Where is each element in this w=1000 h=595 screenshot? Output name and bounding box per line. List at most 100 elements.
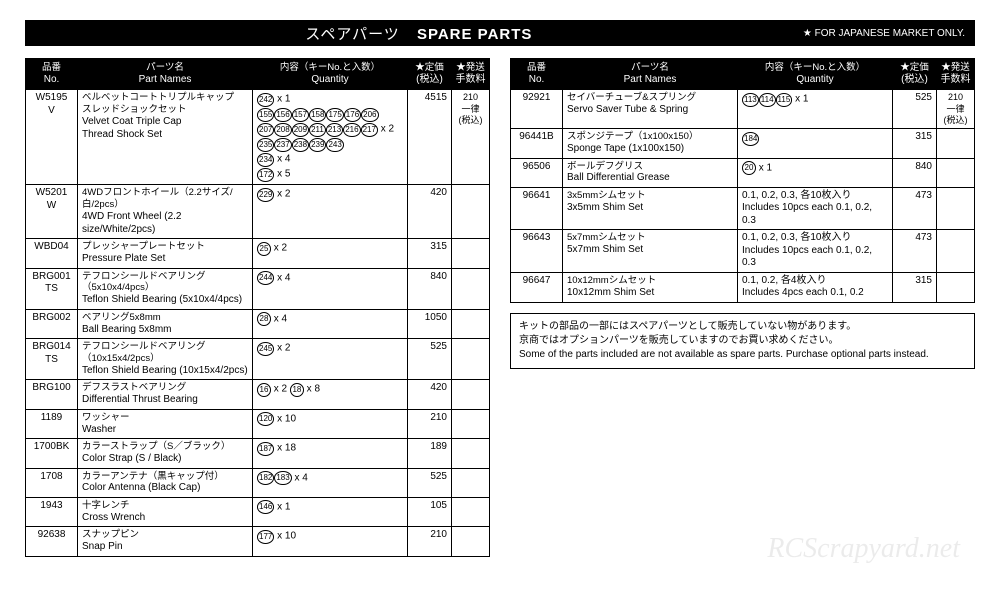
cell-name: テフロンシールドベアリング（5x10x4/4pcs）Teflon Shield … [78, 268, 253, 309]
cell-name: 3x5mmシムセット3x5mm Shim Set [563, 187, 738, 230]
cell-ship [452, 380, 490, 409]
table-row: W5201W4WDフロントホイール（2.2サイズ/白/2pcs）4WD Fron… [26, 185, 490, 239]
header-note: ★ FOR JAPANESE MARKET ONLY. [803, 28, 965, 39]
table-row: 96506ボールデフグリスBall Differential Grease20 … [511, 158, 975, 187]
cell-qty: 120 x 10 [253, 409, 408, 438]
cell-price: 473 [893, 187, 937, 230]
cell-ship: 210一律(税込) [452, 90, 490, 185]
note-jp1: キットの部品の一部にはスペアパーツとして販売していない物があります。 [519, 320, 966, 334]
cell-ship [937, 230, 975, 273]
col-ship: ★発送手数料 [937, 59, 975, 90]
col-ship: ★発送手数料 [452, 59, 490, 90]
cell-ship [452, 339, 490, 380]
cell-qty: 25 x 2 [253, 239, 408, 268]
cell-qty: 187 x 18 [253, 439, 408, 468]
cell-qty: 182183 x 4 [253, 468, 408, 497]
cell-ship [452, 527, 490, 556]
note-en: Some of the parts included are not avail… [519, 348, 966, 362]
cell-price: 525 [893, 90, 937, 129]
table-row: 92921セイバーチューブ&スプリングServo Saver Tube & Sp… [511, 90, 975, 129]
cell-ship [452, 309, 490, 338]
cell-price: 420 [408, 185, 452, 239]
cell-no: 92638 [26, 527, 78, 556]
col-qty: 内容（キーNo.と入数）Quantity [738, 59, 893, 90]
cell-no: WBD04 [26, 239, 78, 268]
table-row: 1189ワッシャーWasher120 x 10210 [26, 409, 490, 438]
col-price: ★定価(税込) [893, 59, 937, 90]
cell-ship [937, 187, 975, 230]
table-row: 1700BKカラーストラップ（S／ブラック）Color Strap (S / B… [26, 439, 490, 468]
header-title: スペアパーツ SPARE PARTS [35, 23, 803, 44]
cell-no: BRG014TS [26, 339, 78, 380]
col-no: 品番No. [511, 59, 563, 90]
cell-no: BRG002 [26, 309, 78, 338]
table-row: 1943十字レンチCross Wrench146 x 1105 [26, 497, 490, 526]
cell-price: 840 [408, 268, 452, 309]
table-row: BRG002ベアリング5x8mmBall Bearing 5x8mm28 x 4… [26, 309, 490, 338]
cell-qty: 146 x 1 [253, 497, 408, 526]
cell-name: セイバーチューブ&スプリングServo Saver Tube & Spring [563, 90, 738, 129]
cell-price: 4515 [408, 90, 452, 185]
cell-price: 189 [408, 439, 452, 468]
cell-ship [937, 272, 975, 302]
table-row: 96441Bスポンジテープ（1x100x150）Sponge Tape (1x1… [511, 129, 975, 158]
cell-no: BRG100 [26, 380, 78, 409]
cell-qty: 177 x 10 [253, 527, 408, 556]
cell-no: 96441B [511, 129, 563, 158]
content: 品番No.パーツ名Part Names内容（キーNo.と入数）Quantity★… [25, 58, 975, 557]
table-row: W5195VベルベットコートトリプルキャップスレッドショックセットVelvet … [26, 90, 490, 185]
col-name: パーツ名Part Names [78, 59, 253, 90]
cell-name: カラーアンテナ（黒キャップ付）Color Antenna (Black Cap) [78, 468, 253, 497]
left-thead: 品番No.パーツ名Part Names内容（キーNo.と入数）Quantity★… [26, 59, 490, 90]
cell-no: 96647 [511, 272, 563, 302]
cell-price: 315 [893, 129, 937, 158]
cell-no: 96641 [511, 187, 563, 230]
cell-qty: 113114115 x 1 [738, 90, 893, 129]
cell-price: 473 [893, 230, 937, 273]
note-box: キットの部品の一部にはスペアパーツとして販売していない物があります。 京商ではオ… [510, 313, 975, 369]
cell-no: 1943 [26, 497, 78, 526]
cell-ship: 210一律(税込) [937, 90, 975, 129]
cell-qty: 184 [738, 129, 893, 158]
cell-ship [452, 268, 490, 309]
cell-ship [937, 129, 975, 158]
table-row: 966413x5mmシムセット3x5mm Shim Set0.1, 0.2, 0… [511, 187, 975, 230]
header-bar: スペアパーツ SPARE PARTS ★ FOR JAPANESE MARKET… [25, 20, 975, 46]
right-table: 品番No.パーツ名Part Names内容（キーNo.と入数）Quantity★… [510, 58, 975, 303]
cell-qty: 244 x 4 [253, 268, 408, 309]
table-row: 92638スナップピンSnap Pin177 x 10210 [26, 527, 490, 556]
cell-no: W5195V [26, 90, 78, 185]
cell-ship [452, 439, 490, 468]
col-price: ★定価(税込) [408, 59, 452, 90]
cell-ship [937, 158, 975, 187]
cell-name: 5x7mmシムセット5x7mm Shim Set [563, 230, 738, 273]
col-no: 品番No. [26, 59, 78, 90]
cell-no: 1700BK [26, 439, 78, 468]
cell-qty: 0.1, 0.2, 0.3, 各10枚入りIncludes 10pcs each… [738, 230, 893, 273]
cell-price: 210 [408, 409, 452, 438]
left-column: 品番No.パーツ名Part Names内容（キーNo.と入数）Quantity★… [25, 58, 490, 557]
cell-name: スポンジテープ（1x100x150）Sponge Tape (1x100x150… [563, 129, 738, 158]
table-row: BRG100デフスラストベアリングDifferential Thrust Bea… [26, 380, 490, 409]
right-thead: 品番No.パーツ名Part Names内容（キーNo.と入数）Quantity★… [511, 59, 975, 90]
cell-name: ボールデフグリスBall Differential Grease [563, 158, 738, 187]
cell-price: 525 [408, 339, 452, 380]
cell-qty: 16 x 2 18 x 8 [253, 380, 408, 409]
cell-no: 96506 [511, 158, 563, 187]
cell-no: 1189 [26, 409, 78, 438]
cell-name: カラーストラップ（S／ブラック）Color Strap (S / Black) [78, 439, 253, 468]
cell-qty: 229 x 2 [253, 185, 408, 239]
cell-ship [452, 185, 490, 239]
cell-no: 96643 [511, 230, 563, 273]
table-row: 1708カラーアンテナ（黒キャップ付）Color Antenna (Black … [26, 468, 490, 497]
cell-price: 840 [893, 158, 937, 187]
cell-name: ベアリング5x8mmBall Bearing 5x8mm [78, 309, 253, 338]
cell-price: 315 [893, 272, 937, 302]
cell-name: テフロンシールドベアリング（10x15x4/2pcs）Teflon Shield… [78, 339, 253, 380]
cell-price: 210 [408, 527, 452, 556]
col-qty: 内容（キーNo.と入数）Quantity [253, 59, 408, 90]
table-row: WBD04プレッシャープレートセットPressure Plate Set25 x… [26, 239, 490, 268]
cell-ship [452, 239, 490, 268]
header-en: SPARE PARTS [417, 26, 532, 43]
cell-name: プレッシャープレートセットPressure Plate Set [78, 239, 253, 268]
